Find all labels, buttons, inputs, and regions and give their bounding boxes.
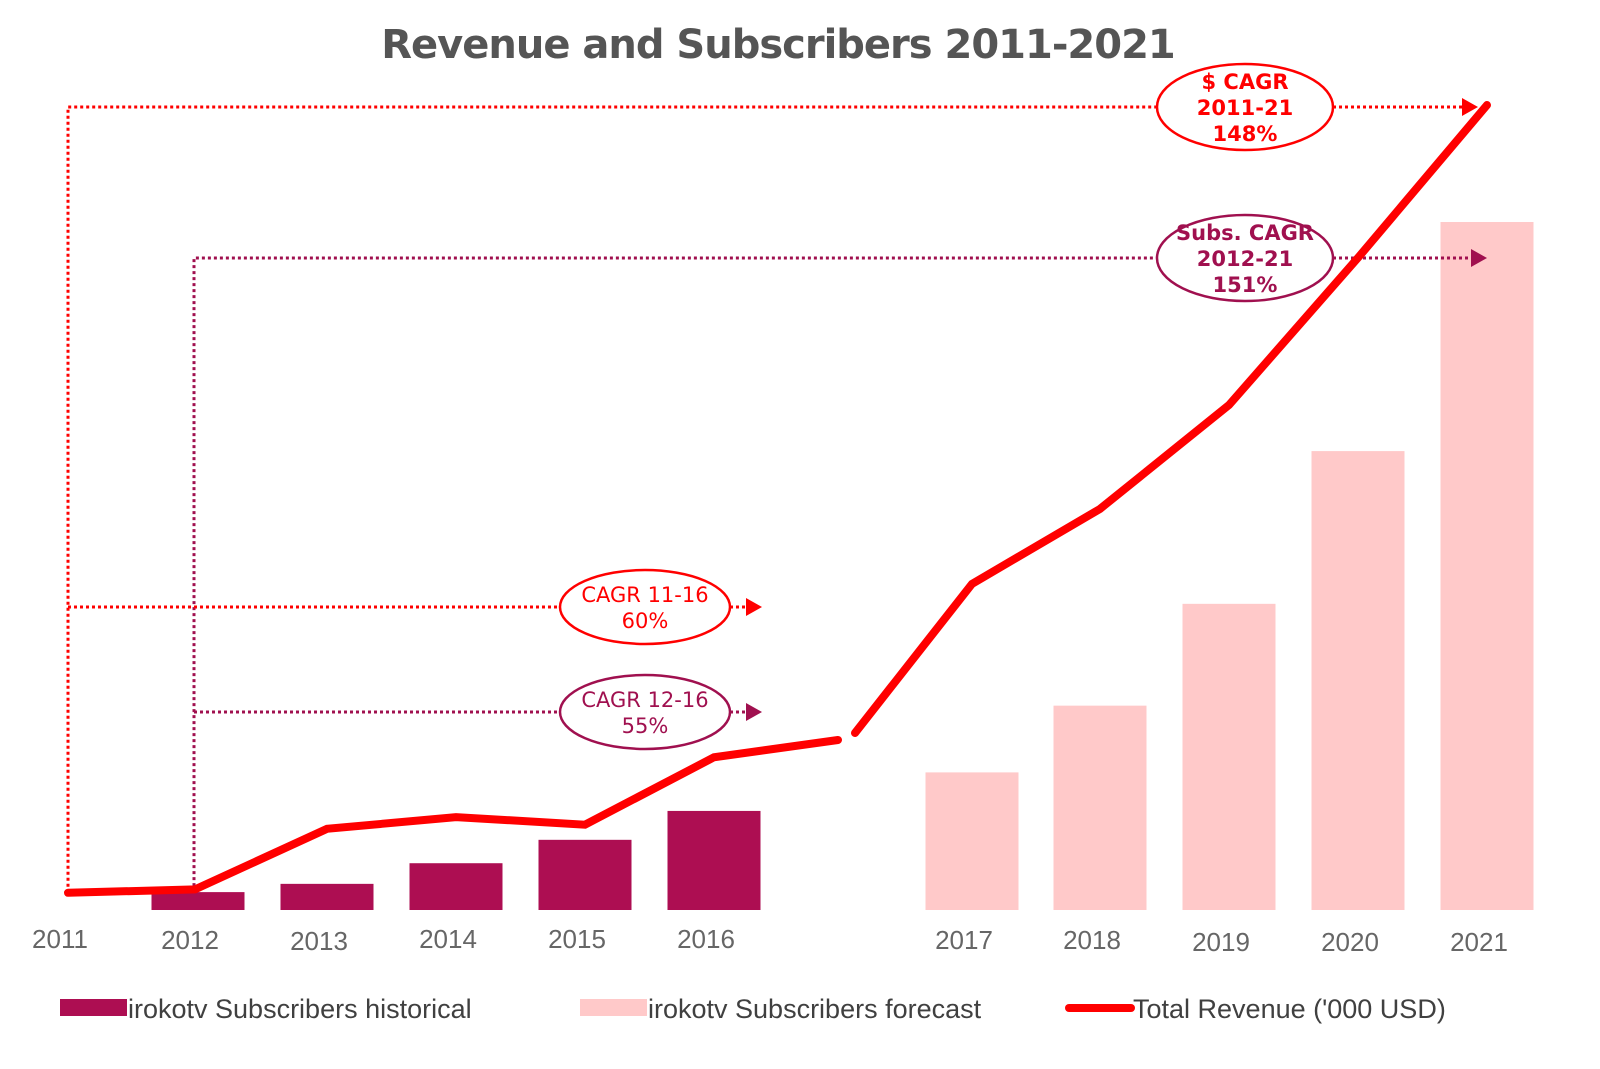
x-tick-label: 2021 [1450,927,1508,957]
arrow-head-icon [746,703,762,721]
x-tick-label: 2012 [161,925,219,955]
x-tick-label: 2017 [935,925,993,955]
cagr-label: 60% [622,609,669,633]
arrow-head-icon [1462,98,1478,116]
bar-forecast-2018 [1053,705,1147,910]
cagr-label: 55% [622,714,669,738]
bar-historical-2013 [280,883,374,910]
bar-forecast-2019 [1182,603,1276,910]
x-axis-ticks: 2011 2012 2013 2014 2015 2016 2017 2018 2019 2020… [32,924,1508,957]
cagr-label: 148% [1213,122,1278,146]
legend-label: irokotv Subscribers historical [128,994,472,1024]
cagr-ellipse [1155,62,1335,152]
revenue-line-forecast [851,101,1491,737]
arrow-head-icon [746,598,762,616]
bar-historical-2012 [151,892,245,910]
x-tick-label: 2011 [32,924,88,954]
legend-label: irokotv Subscribers forecast [648,994,982,1024]
bars-layer [151,222,1534,910]
bar-forecast-2020 [1311,451,1405,910]
bar-historical-2015 [538,839,632,910]
revenue-line-layer [64,101,1491,897]
cagr-label: 2011-21 [1197,96,1293,120]
cagr-label: $ CAGR [1202,70,1289,94]
cagr-label: 2012-21 [1197,247,1293,271]
x-tick-label: 2019 [1192,927,1250,957]
cagr-label: Subs. CAGR [1176,221,1314,245]
x-tick-label: 2018 [1063,925,1121,955]
x-tick-label: 2016 [677,924,735,954]
cagr-ellipse [558,568,732,646]
chart-title: Revenue and Subscribers 2011-2021 [381,22,1175,68]
x-tick-label: 2015 [548,924,606,954]
annotation-leader-line [192,256,1157,893]
bar-forecast-2017 [925,772,1019,910]
legend-swatch-historical [60,999,127,1016]
cagr-ellipse [1155,213,1335,303]
x-tick-label: 2020 [1321,927,1379,957]
arrow-head-icon [1471,249,1487,267]
bar-historical-2016 [667,810,761,910]
legend-swatch-forecast [580,999,647,1016]
cagr-label: CAGR 12-16 [581,688,708,712]
bar-historical-2014 [409,863,503,910]
x-tick-label: 2013 [290,926,348,956]
cagr-label: 151% [1213,273,1278,297]
legend-label: Total Revenue ('000 USD) [1133,994,1446,1024]
cagr-ellipse [558,673,732,751]
bar-forecast-2021 [1440,222,1534,910]
x-tick-label: 2014 [419,924,477,954]
legend: irokotv Subscribers historical irokotv Su… [60,994,1446,1024]
cagr-label: CAGR 11-16 [581,583,708,607]
